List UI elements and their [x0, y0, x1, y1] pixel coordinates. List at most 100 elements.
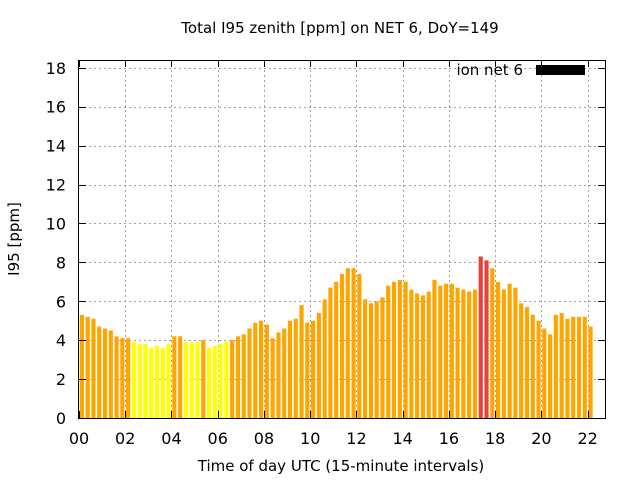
bar: [299, 305, 304, 418]
bar: [241, 334, 246, 418]
bar: [201, 340, 206, 418]
bar: [357, 274, 362, 418]
bar: [432, 279, 437, 418]
bar: [172, 336, 177, 418]
bar: [264, 324, 269, 418]
bar: [363, 299, 368, 418]
bar: [345, 268, 350, 418]
bar: [351, 268, 356, 418]
bar: [316, 312, 321, 418]
x-tick-label: 00: [69, 429, 89, 448]
y-tick-label: 18: [46, 59, 66, 78]
bar: [519, 303, 524, 418]
bar: [276, 332, 281, 418]
bar: [472, 289, 478, 418]
bar: [530, 314, 535, 418]
bar: [582, 316, 587, 418]
bar: [443, 283, 449, 418]
y-tick-label: 0: [56, 409, 66, 428]
bar: [85, 316, 90, 418]
bar: [120, 338, 125, 418]
bar: [495, 281, 501, 418]
bar: [206, 347, 212, 418]
bars: [79, 256, 593, 418]
bar: [559, 312, 564, 418]
bar: [536, 320, 541, 418]
bar: [178, 336, 183, 418]
bar: [154, 346, 160, 418]
bar: [507, 283, 512, 418]
bar: [524, 307, 530, 418]
bar: [571, 316, 576, 418]
bar: [160, 347, 165, 418]
x-tick-label: 02: [115, 429, 135, 448]
x-tick-label: 18: [485, 429, 505, 448]
bar: [287, 320, 293, 418]
bar: [461, 289, 466, 418]
y-tick-label: 14: [46, 137, 66, 156]
y-tick-label: 4: [56, 331, 66, 350]
bar: [218, 344, 223, 418]
bar: [212, 346, 217, 418]
x-tick-label: 22: [577, 429, 597, 448]
bar: [455, 287, 460, 418]
bar: [490, 268, 495, 418]
bar: [305, 322, 310, 418]
bar: [328, 287, 333, 418]
x-axis-title: Time of day UTC (15-minute intervals): [197, 457, 484, 475]
bar: [137, 344, 142, 418]
bar: [311, 320, 316, 418]
y-tick-label: 2: [56, 370, 66, 389]
bar: [143, 344, 148, 418]
bar: [149, 347, 154, 418]
bar: [293, 318, 298, 418]
y-tick-label: 10: [46, 214, 66, 233]
x-tick-label: 04: [161, 429, 181, 448]
bar: [467, 291, 472, 418]
bar: [449, 283, 454, 418]
bar: [415, 293, 420, 418]
y-tick-labels: 0 2 4 6 8 10 12 14 16 18: [46, 59, 66, 428]
bar: [368, 303, 373, 418]
legend-swatch: [536, 65, 585, 75]
y-tick-label: 8: [56, 253, 66, 272]
bar: [386, 285, 391, 418]
bar: [553, 314, 558, 418]
bar: [258, 320, 264, 418]
bar: [189, 342, 194, 418]
y-tick-label: 12: [46, 176, 66, 195]
bar: [131, 342, 136, 418]
x-tick-label: 10: [300, 429, 320, 448]
bar: [374, 301, 379, 418]
x-tick-label: 14: [393, 429, 413, 448]
bar: [426, 291, 431, 418]
bar: [420, 295, 426, 418]
bar: [253, 322, 258, 418]
legend: ion net 6: [456, 61, 585, 79]
bar: [438, 285, 443, 418]
legend-label: ion net 6: [456, 61, 523, 79]
y-axis-title: I95 [ppm]: [5, 202, 23, 276]
y-tick-label: 16: [46, 98, 66, 117]
bar: [282, 328, 287, 418]
bar: [334, 281, 339, 418]
bar: [247, 328, 252, 418]
ticks: [79, 60, 605, 419]
bar: [397, 279, 402, 418]
bar: [166, 344, 171, 418]
bar: [576, 316, 582, 418]
bar: [403, 281, 408, 418]
x-tick-label: 12: [346, 429, 366, 448]
x-tick-label: 20: [531, 429, 551, 448]
chart-title: Total I95 zenith [ppm] on NET 6, DoY=149: [180, 19, 498, 37]
bar: [97, 326, 102, 418]
plot-frame: [78, 60, 606, 419]
bar: [478, 256, 483, 418]
bar: [409, 289, 414, 418]
bar: [565, 318, 570, 418]
bar: [380, 297, 385, 418]
bar: [91, 318, 96, 418]
bar: [235, 336, 241, 418]
bar: [79, 314, 84, 418]
